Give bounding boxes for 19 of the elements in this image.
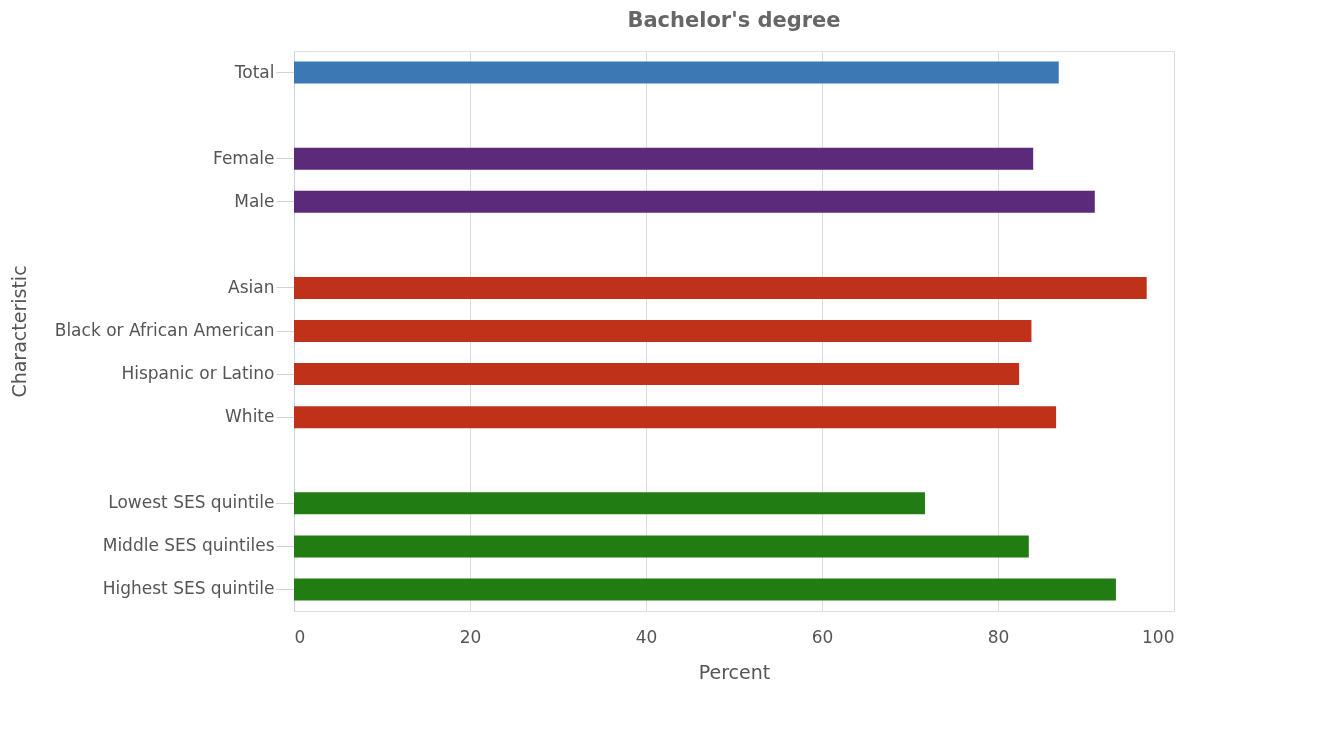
y-tick-label: Male [234,190,275,211]
y-tick-label: Asian [228,276,275,297]
x-tick-label: 20 [459,626,482,647]
x-tick-label: 0 [294,626,306,647]
y-tick-label: Lowest SES quintile [108,492,275,513]
chart-title: Bachelor's degree [627,8,841,32]
x-axis-title: Percent [698,660,771,683]
y-tick-label: Hispanic or Latino [121,363,275,384]
x-tick-label: 40 [635,626,658,647]
y-tick-label: Black or African American [54,320,275,340]
y-tick-label: Female [213,147,275,168]
x-tick-label: 100 [1142,626,1175,647]
y-tick-label: Total [233,61,275,82]
y-tick-label: Highest SES quintile [102,578,275,599]
x-tick-label: 60 [811,626,834,647]
y-axis-title: Characteristic [7,265,30,398]
y-tick-label: Middle SES quintiles [102,535,275,556]
y-tick-label: White [225,406,275,427]
x-tick-label: 80 [987,626,1010,647]
